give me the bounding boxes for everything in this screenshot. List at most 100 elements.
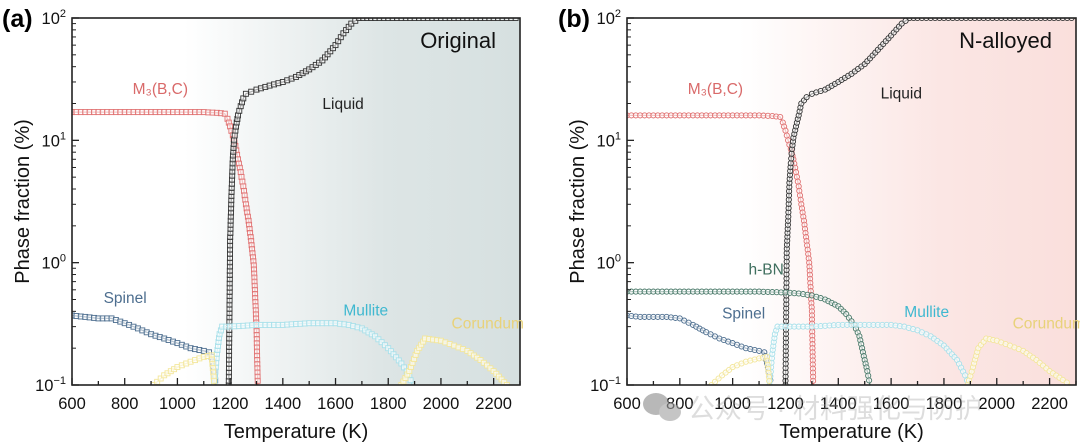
y-tick-exponent: 1 [60,130,66,142]
y-tick-label: 101 [597,130,621,150]
series-label-h-bn: h-BN [749,262,784,279]
y-axis-title: Phase fraction (%) [12,119,34,284]
data-point [200,347,207,354]
panel-a: 600 800 1000 1200 1400 1600 1800 2000 2200102101… [2,5,524,443]
data-point [503,382,510,385]
condition-label: N-alloyed [959,28,1052,53]
x-tick-label: 600 [58,395,86,413]
y-tick-base: 10 [590,377,608,395]
data-point [380,18,387,21]
data-point [407,377,414,384]
x-tick-label: 1400 [264,395,301,413]
data-point [433,18,440,21]
y-tick-base: 10 [597,255,615,273]
y-tick-exponent: −1 [53,375,66,387]
data-point [486,18,493,21]
y-tick-label: 10−1 [590,375,621,395]
data-point [508,18,515,21]
x-tick-label: 2000 [978,395,1015,413]
y-tick-exponent: 2 [60,8,66,20]
plot-frame [71,17,521,386]
series-label-m3-b-c-: M₃(B,C) [688,81,743,98]
data-point [398,18,405,21]
y-tick-exponent: 0 [60,253,66,265]
data-point [231,132,238,139]
data-point [376,18,383,21]
data-point [756,347,763,354]
data-point [416,18,422,21]
series-liquid [782,18,1076,385]
x-tick-label: 1200 [212,395,249,413]
series-label-mullite: Mullite [343,303,388,320]
watermark: 公众号 · 材料强化与防护 [643,393,982,424]
y-tick-label: 100 [597,253,621,273]
data-point [356,18,363,21]
wechat-icon [643,393,681,421]
x-tick-label: 1600 [317,395,354,413]
data-point [446,18,453,21]
y-tick-base: 10 [42,132,60,150]
data-point [237,169,244,176]
series-layer [627,18,1076,385]
data-point [402,18,409,21]
data-point [210,377,217,384]
y-tick-exponent: 1 [615,130,621,142]
data-point [429,18,436,21]
data-point [385,18,392,21]
series-liquid [225,18,520,385]
x-tick-label: 2200 [475,395,512,413]
series-mullite [766,321,971,385]
y-tick-base: 10 [597,10,615,28]
y-tick-base: 10 [597,132,615,150]
y-tick-label: 100 [42,253,66,273]
data-point [381,342,388,349]
x-tick-label: 1000 [159,395,196,413]
series-h-bn [627,288,873,385]
series-m3-b-c- [72,109,261,385]
y-axis-title: Phase fraction (%) [567,119,589,284]
x-axis-title: Temperature (K) [224,421,369,443]
series-labels: M₃(B,C) Liquid Spinel Mullite Corundum [104,81,524,333]
x-axis-title: Temperature (K) [779,421,924,443]
y-tick-label: 102 [597,8,621,28]
data-point [782,127,789,134]
series-labels: M₃(B,C) Liquid h-BN Spinel Mullite Corundum [688,81,1080,333]
data-point [794,178,801,185]
series-label-mullite: Mullite [904,304,949,321]
x-tick-label: 1000 [714,395,751,413]
data-point [437,18,444,21]
axis-ticks: 600 800 1000 1200 1400 1600 1800 2000 2200102101… [35,8,521,413]
y-tick-label: 102 [42,8,66,28]
data-point [792,169,800,176]
condition-label: Original [420,28,496,53]
data-point [481,18,488,21]
series-layer [72,18,520,385]
series-label-corundum: Corundum [1013,315,1080,332]
data-point [499,18,506,21]
y-tick-exponent: 2 [615,8,621,20]
x-tick-label: 1600 [873,395,910,413]
data-point [512,18,519,21]
x-tick-label: 800 [111,395,139,413]
data-point [372,333,379,340]
x-tick-label: 1800 [370,395,407,413]
plot-frame [626,17,1077,386]
data-point [248,88,255,95]
data-point [495,18,501,21]
x-tick-label: 1800 [926,395,963,413]
data-point [372,18,379,21]
series-corundum [150,335,513,385]
panel-b: 600 800 1000 1200 1400 1600 1800 2000 2200102101… [558,5,1080,443]
data-point [238,173,245,180]
data-point [777,113,784,121]
data-point [1063,379,1070,385]
y-tick-label: 10−1 [35,375,66,395]
data-point [442,18,449,21]
data-point [451,18,458,21]
data-point [389,18,396,21]
data-point [503,18,510,21]
data-point [394,18,400,21]
y-tick-base: 10 [35,377,53,395]
x-tick-label: 1400 [820,395,857,413]
series-label-spinel: Spinel [104,290,147,307]
